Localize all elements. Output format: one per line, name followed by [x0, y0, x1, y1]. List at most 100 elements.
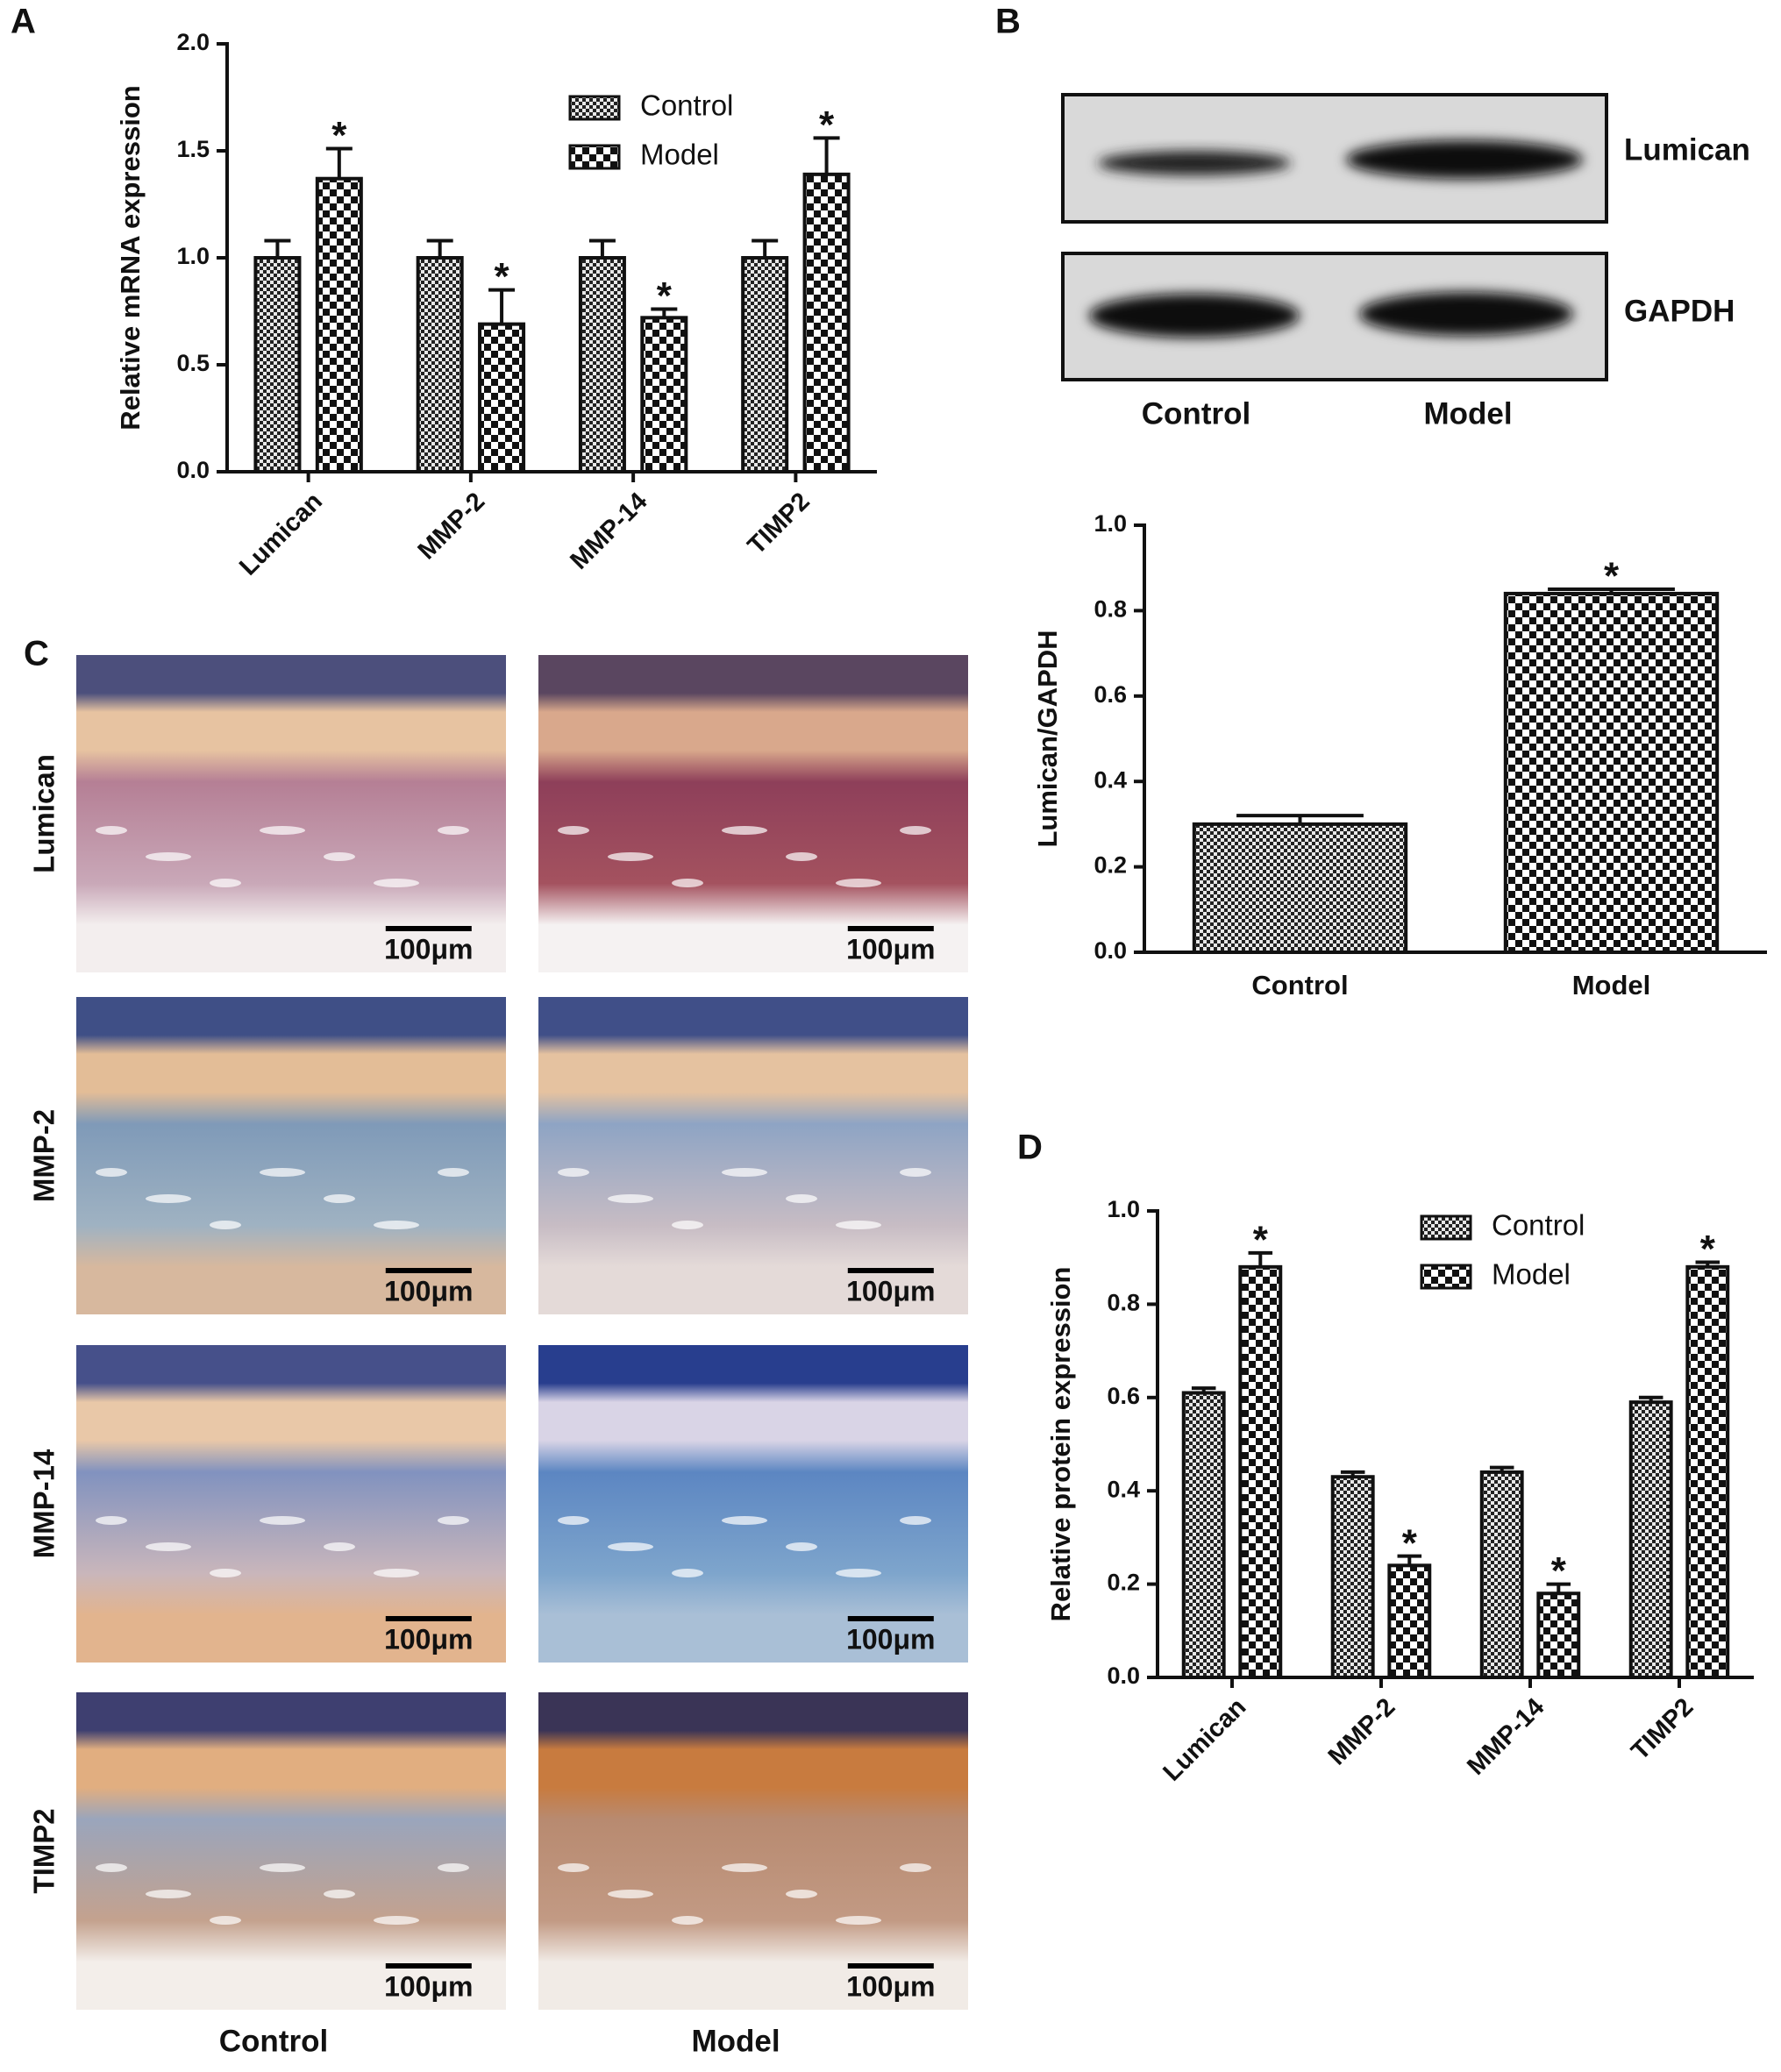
tissue-vessel [438, 1516, 469, 1525]
tissue-vessel [210, 879, 241, 887]
tissue-vessel [608, 852, 653, 861]
significance-mark: * [331, 114, 347, 157]
tissue-vessel [324, 1890, 355, 1898]
legend-label: Control [1492, 1209, 1585, 1242]
tissue-vessel [146, 1194, 191, 1203]
y-tick-label: 1.5 [176, 136, 210, 162]
significance-mark: * [1402, 1521, 1418, 1564]
y-tick-label: 0.0 [176, 457, 210, 483]
scale-bar-label: 100μm [384, 1275, 473, 1307]
significance-mark: * [657, 274, 673, 317]
significance-mark: * [819, 103, 835, 146]
histology-image [76, 1345, 506, 1663]
tissue-vessel [900, 826, 931, 835]
scale-bar-label: 100μm [384, 1970, 473, 2002]
tissue-vessel [672, 1569, 703, 1577]
histology-image [538, 1345, 968, 1663]
bar [1503, 591, 1720, 954]
tissue-vessel [324, 1542, 355, 1551]
bar [578, 256, 626, 473]
y-tick-label: 0.2 [1107, 1570, 1140, 1596]
histology-image [538, 997, 968, 1314]
tissue-vessel [374, 1569, 419, 1577]
lane-label: Model [1423, 396, 1512, 431]
tissue-vessel [786, 852, 817, 861]
bar [1479, 1470, 1524, 1680]
y-tick-label: 0.6 [1107, 1383, 1140, 1409]
tissue-vessel [672, 879, 703, 887]
tissue-vessel [786, 1194, 817, 1203]
tissue-vessel [608, 1890, 653, 1898]
row-label: MMP-14 [28, 1449, 61, 1558]
tissue-vessel [96, 1168, 127, 1177]
bar [1238, 1264, 1283, 1679]
bar [315, 176, 363, 473]
y-tick-label: 0.8 [1094, 596, 1127, 623]
histology-image [76, 997, 506, 1314]
lane-label: Control [1142, 396, 1250, 431]
bar [1387, 1563, 1432, 1679]
bar [1685, 1264, 1730, 1679]
band-label: Lumican [1624, 132, 1750, 167]
tissue-vessel [374, 879, 419, 887]
tissue-vessel [260, 1516, 305, 1525]
tissue-vessel [438, 1863, 469, 1872]
tissue-vessel [374, 1916, 419, 1925]
y-tick-label: 0.6 [1094, 681, 1127, 708]
tissue-vessel [608, 1194, 653, 1203]
y-tick-label: 0.0 [1094, 937, 1127, 964]
tissue-vessel [836, 1569, 881, 1577]
significance-mark: * [1253, 1219, 1269, 1262]
tissue-vessel [900, 1863, 931, 1872]
tissue-vessel [558, 826, 589, 835]
bar [1628, 1400, 1673, 1679]
significance-mark: * [1700, 1228, 1716, 1271]
tissue-vessel [260, 1168, 305, 1177]
blot-band [1346, 140, 1583, 179]
legend-label: Control [640, 89, 733, 122]
column-label: Control [219, 2024, 328, 2058]
tissue-vessel [96, 826, 127, 835]
legend-swatch [1420, 1264, 1472, 1290]
panel-label: C [24, 635, 49, 673]
tissue-vessel [672, 1221, 703, 1229]
blot-band [1098, 151, 1291, 175]
y-axis-label: Relative protein expression [1045, 1267, 1076, 1622]
y-tick-label: 0.4 [1094, 766, 1127, 793]
tissue-vessel [96, 1516, 127, 1525]
histology-image [76, 655, 506, 972]
tissue-vessel [374, 1221, 419, 1229]
significance-mark: * [495, 255, 510, 298]
row-label: Lumican [28, 754, 61, 873]
y-tick-label: 1.0 [1094, 510, 1127, 537]
tissue-vessel [210, 1569, 241, 1577]
tissue-vessel [210, 1221, 241, 1229]
y-tick-label: 0.4 [1107, 1476, 1140, 1502]
panel-label: A [11, 3, 36, 41]
tissue-vessel [438, 826, 469, 835]
scale-bar-label: 100μm [846, 1970, 935, 2002]
bar [1330, 1475, 1375, 1679]
legend-label: Model [640, 139, 719, 171]
y-axis-label: Lumican/GAPDH [1032, 630, 1063, 847]
y-tick-label: 0.5 [176, 350, 210, 376]
scale-bar-label: 100μm [846, 1623, 935, 1655]
significance-mark: * [1604, 555, 1620, 598]
y-tick-label: 1.0 [176, 243, 210, 269]
legend-label: Model [1492, 1258, 1571, 1291]
bar [1536, 1591, 1581, 1679]
bar [253, 256, 302, 473]
tissue-vessel [900, 1168, 931, 1177]
tissue-vessel [722, 1168, 767, 1177]
tissue-vessel [260, 1863, 305, 1872]
row-label: MMP-2 [28, 1109, 61, 1202]
histology-image [76, 1692, 506, 2010]
y-tick-label: 0.8 [1107, 1290, 1140, 1316]
tissue-vessel [146, 1542, 191, 1551]
tissue-vessel [96, 1863, 127, 1872]
tissue-vessel [558, 1168, 589, 1177]
legend-swatch [568, 144, 621, 170]
tissue-vessel [210, 1916, 241, 1925]
tissue-vessel [672, 1916, 703, 1925]
